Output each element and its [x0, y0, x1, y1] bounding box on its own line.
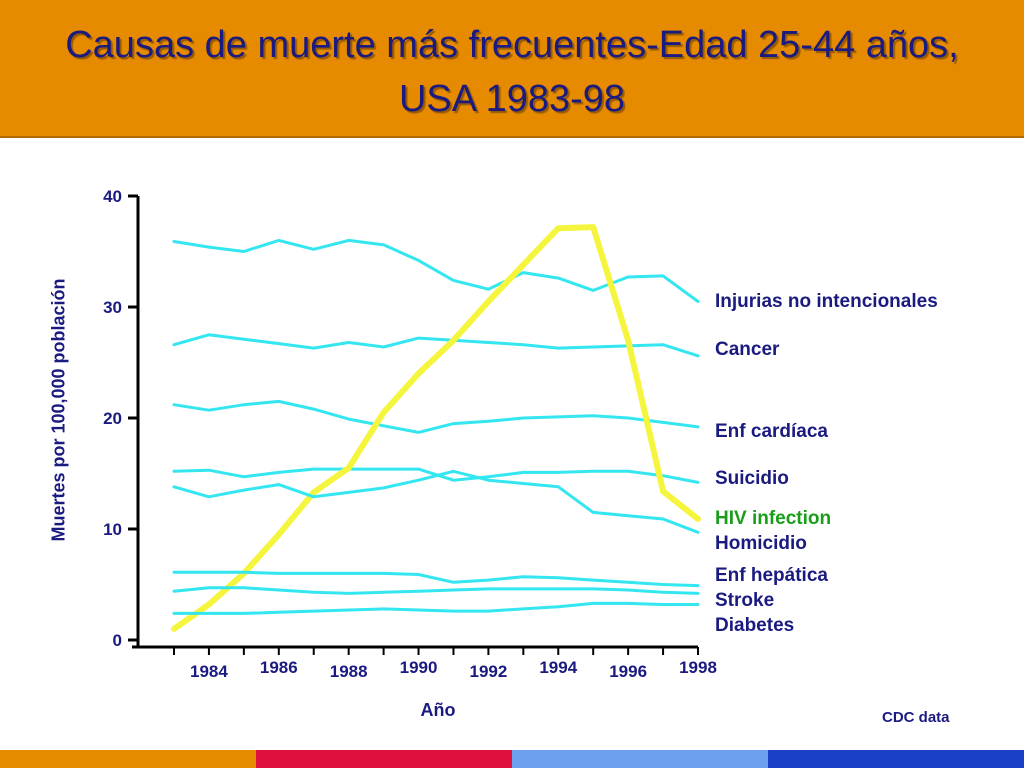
- series-line: [172, 399, 700, 434]
- slide-title-line2: USA 1983-98: [398, 78, 626, 120]
- series-label: Diabetes: [715, 615, 794, 636]
- series-line: [172, 586, 700, 595]
- series-label: Stroke: [715, 590, 774, 611]
- footer-color-bar: [0, 750, 1024, 768]
- series-line: [172, 469, 700, 534]
- source-note: CDC data: [882, 709, 950, 726]
- x-tick-label: 1986: [260, 658, 298, 677]
- series-line: [172, 238, 700, 303]
- y-tick-label: 40: [103, 187, 122, 206]
- series-label: Cancer: [715, 339, 780, 360]
- series-line: [172, 601, 700, 615]
- title-banner-rule: [0, 136, 1024, 138]
- series-label: Enf hepática: [715, 565, 828, 586]
- series-label: Injurias no intencionales: [715, 291, 938, 312]
- series-line: [172, 570, 700, 588]
- y-tick-label: 0: [113, 631, 122, 650]
- x-tick-label: 1998: [679, 658, 717, 677]
- footer-segment-lightblue: [512, 750, 768, 768]
- x-tick-label: 1996: [609, 662, 647, 681]
- y-tick-label: 30: [103, 298, 122, 317]
- y-tick-label: 20: [103, 409, 122, 428]
- series-label: Homicidio: [715, 533, 807, 554]
- x-tick-label: 1992: [469, 662, 507, 681]
- x-tick-label: 1994: [539, 658, 577, 677]
- footer-segment-red: [256, 750, 512, 768]
- series-label: Enf cardíaca: [715, 421, 828, 442]
- slide-title-line1: Causas de muerte más frecuentes-Edad 25-…: [65, 24, 959, 66]
- y-tick-label: 10: [103, 520, 122, 539]
- footer-segment-blue: [768, 750, 1024, 768]
- series-label: Suicidio: [715, 468, 789, 489]
- series-line: [172, 333, 700, 358]
- y-axis-label: Muertes por 100,000 población: [48, 278, 69, 542]
- footer-segment-orange: [0, 750, 256, 768]
- x-tick-label: 1988: [330, 662, 368, 681]
- series-line-hiv-infection: [171, 224, 701, 632]
- x-axis-label: Año: [420, 700, 456, 720]
- x-tick-label: 1984: [190, 662, 228, 681]
- slide-title: Causas de muerte más frecuentes-Edad 25-…: [0, 18, 1024, 126]
- x-tick-label: 1990: [400, 658, 438, 677]
- title-banner: [0, 0, 1024, 136]
- series-label: HIV infection: [715, 508, 831, 529]
